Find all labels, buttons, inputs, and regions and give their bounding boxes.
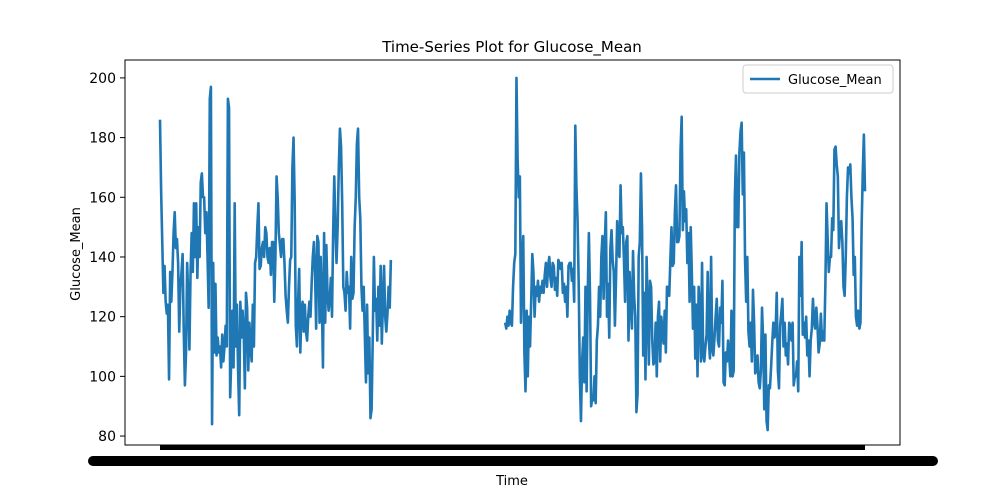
series-line-glucose-mean-segment-1 <box>158 85 393 426</box>
y-axis-title: Glucose_Mean <box>69 207 84 301</box>
y-tick-label: 180 <box>89 131 116 147</box>
plot-frame <box>124 59 901 446</box>
y-tick-label: 120 <box>89 310 116 326</box>
legend-box <box>742 64 894 94</box>
series-line-glucose-mean-segment-2 <box>503 76 867 432</box>
legend-entry-glucose-mean: Glucose_Mean <box>788 73 882 88</box>
y-tick-label: 100 <box>89 369 116 385</box>
chart-title: Time-Series Plot for Glucose_Mean <box>381 38 642 57</box>
y-tick-label: 80 <box>98 429 116 445</box>
x-tick-labels-overlapped <box>88 456 938 466</box>
legend: Glucose_Mean <box>742 64 894 94</box>
y-axis: 80 100 120 140 160 180 200 <box>89 71 125 445</box>
plot-area <box>124 59 901 446</box>
x-axis-title: Time <box>495 474 528 489</box>
series-group <box>158 76 867 432</box>
x-axis-ticks <box>88 445 938 466</box>
y-tick-label: 140 <box>89 250 116 266</box>
x-tick-marks <box>160 445 865 450</box>
y-tick-label: 160 <box>89 190 116 206</box>
y-tick-label: 200 <box>89 71 116 87</box>
